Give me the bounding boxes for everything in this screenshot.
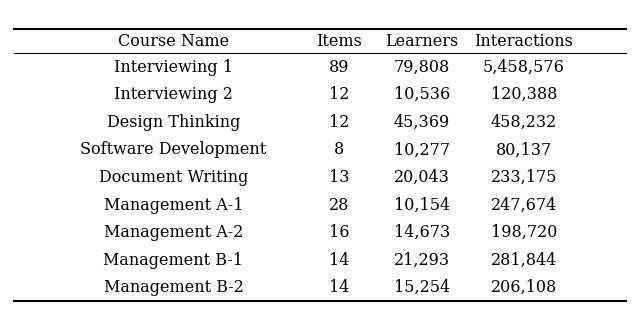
Text: Document Writing: Document Writing [99,169,248,186]
Text: Management B-2: Management B-2 [104,279,243,296]
Text: 120,388: 120,388 [491,86,557,103]
Text: 10,154: 10,154 [394,197,450,214]
Text: 79,808: 79,808 [394,59,450,76]
Text: 14: 14 [329,279,349,296]
Text: 233,175: 233,175 [491,169,557,186]
Text: Interviewing 1: Interviewing 1 [114,59,233,76]
Text: Learners: Learners [385,33,459,50]
Text: Management B-1: Management B-1 [104,252,243,269]
Text: 45,369: 45,369 [394,114,450,131]
Text: 10,277: 10,277 [394,142,450,159]
Text: 89: 89 [329,59,349,76]
Text: 247,674: 247,674 [491,197,557,214]
Text: Management A-2: Management A-2 [104,224,243,241]
Text: 21,293: 21,293 [394,252,450,269]
Text: 80,137: 80,137 [496,142,552,159]
Text: Interviewing 2: Interviewing 2 [114,86,233,103]
Text: 13: 13 [329,169,349,186]
Text: Software Development: Software Development [80,142,267,159]
Text: Course Name: Course Name [118,33,229,50]
Text: 8: 8 [334,142,344,159]
Text: 12: 12 [329,114,349,131]
Text: 5,458,576: 5,458,576 [483,59,565,76]
Text: 198,720: 198,720 [491,224,557,241]
Text: 458,232: 458,232 [491,114,557,131]
Text: Items: Items [316,33,362,50]
Text: 20,043: 20,043 [394,169,450,186]
Text: 206,108: 206,108 [491,279,557,296]
Text: 14: 14 [329,252,349,269]
Text: 16: 16 [329,224,349,241]
Text: Design Thinking: Design Thinking [107,114,240,131]
Text: Management A-1: Management A-1 [104,197,243,214]
Text: 28: 28 [329,197,349,214]
Text: 15,254: 15,254 [394,279,450,296]
Text: Interactions: Interactions [474,33,573,50]
Text: 14,673: 14,673 [394,224,450,241]
Text: 281,844: 281,844 [491,252,557,269]
Text: 10,536: 10,536 [394,86,450,103]
Text: 12: 12 [329,86,349,103]
